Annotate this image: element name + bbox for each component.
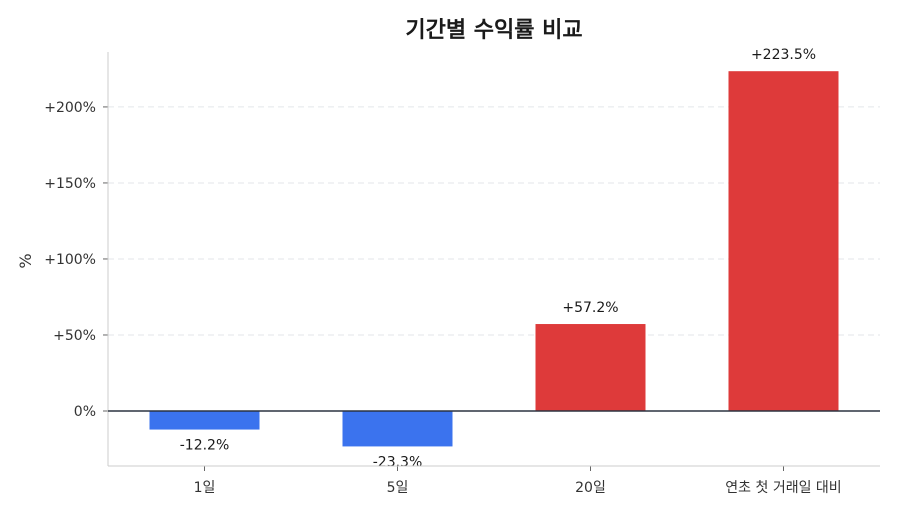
data-label: +223.5% xyxy=(751,47,816,63)
y-tick-label: 0% xyxy=(74,404,96,420)
x-tick-label: 5일 xyxy=(387,480,409,496)
bar xyxy=(342,411,453,447)
y-axis-label: % xyxy=(16,253,35,268)
x-axis-ticks: 1일 5일 20일 연초 첫 거래일 대비 xyxy=(194,466,842,496)
y-tick-label: +200% xyxy=(44,100,96,116)
y-tick-label: +150% xyxy=(44,176,96,192)
y-tick-label: +50% xyxy=(53,328,96,344)
chart-title: 기간별 수익률 비교 xyxy=(405,18,582,43)
bar xyxy=(535,324,646,411)
y-tick-label: +100% xyxy=(44,252,96,268)
y-axis-ticks: 0% +50% +100% +150% +200% xyxy=(44,100,108,420)
bar xyxy=(149,411,260,430)
x-tick-label: 20일 xyxy=(575,480,606,496)
bars xyxy=(149,71,839,447)
x-tick-label: 1일 xyxy=(194,480,216,496)
x-tick-label: 연초 첫 거래일 대비 xyxy=(725,480,841,496)
data-label: +57.2% xyxy=(562,300,618,316)
bar xyxy=(728,71,839,411)
data-label: -12.2% xyxy=(180,438,230,454)
